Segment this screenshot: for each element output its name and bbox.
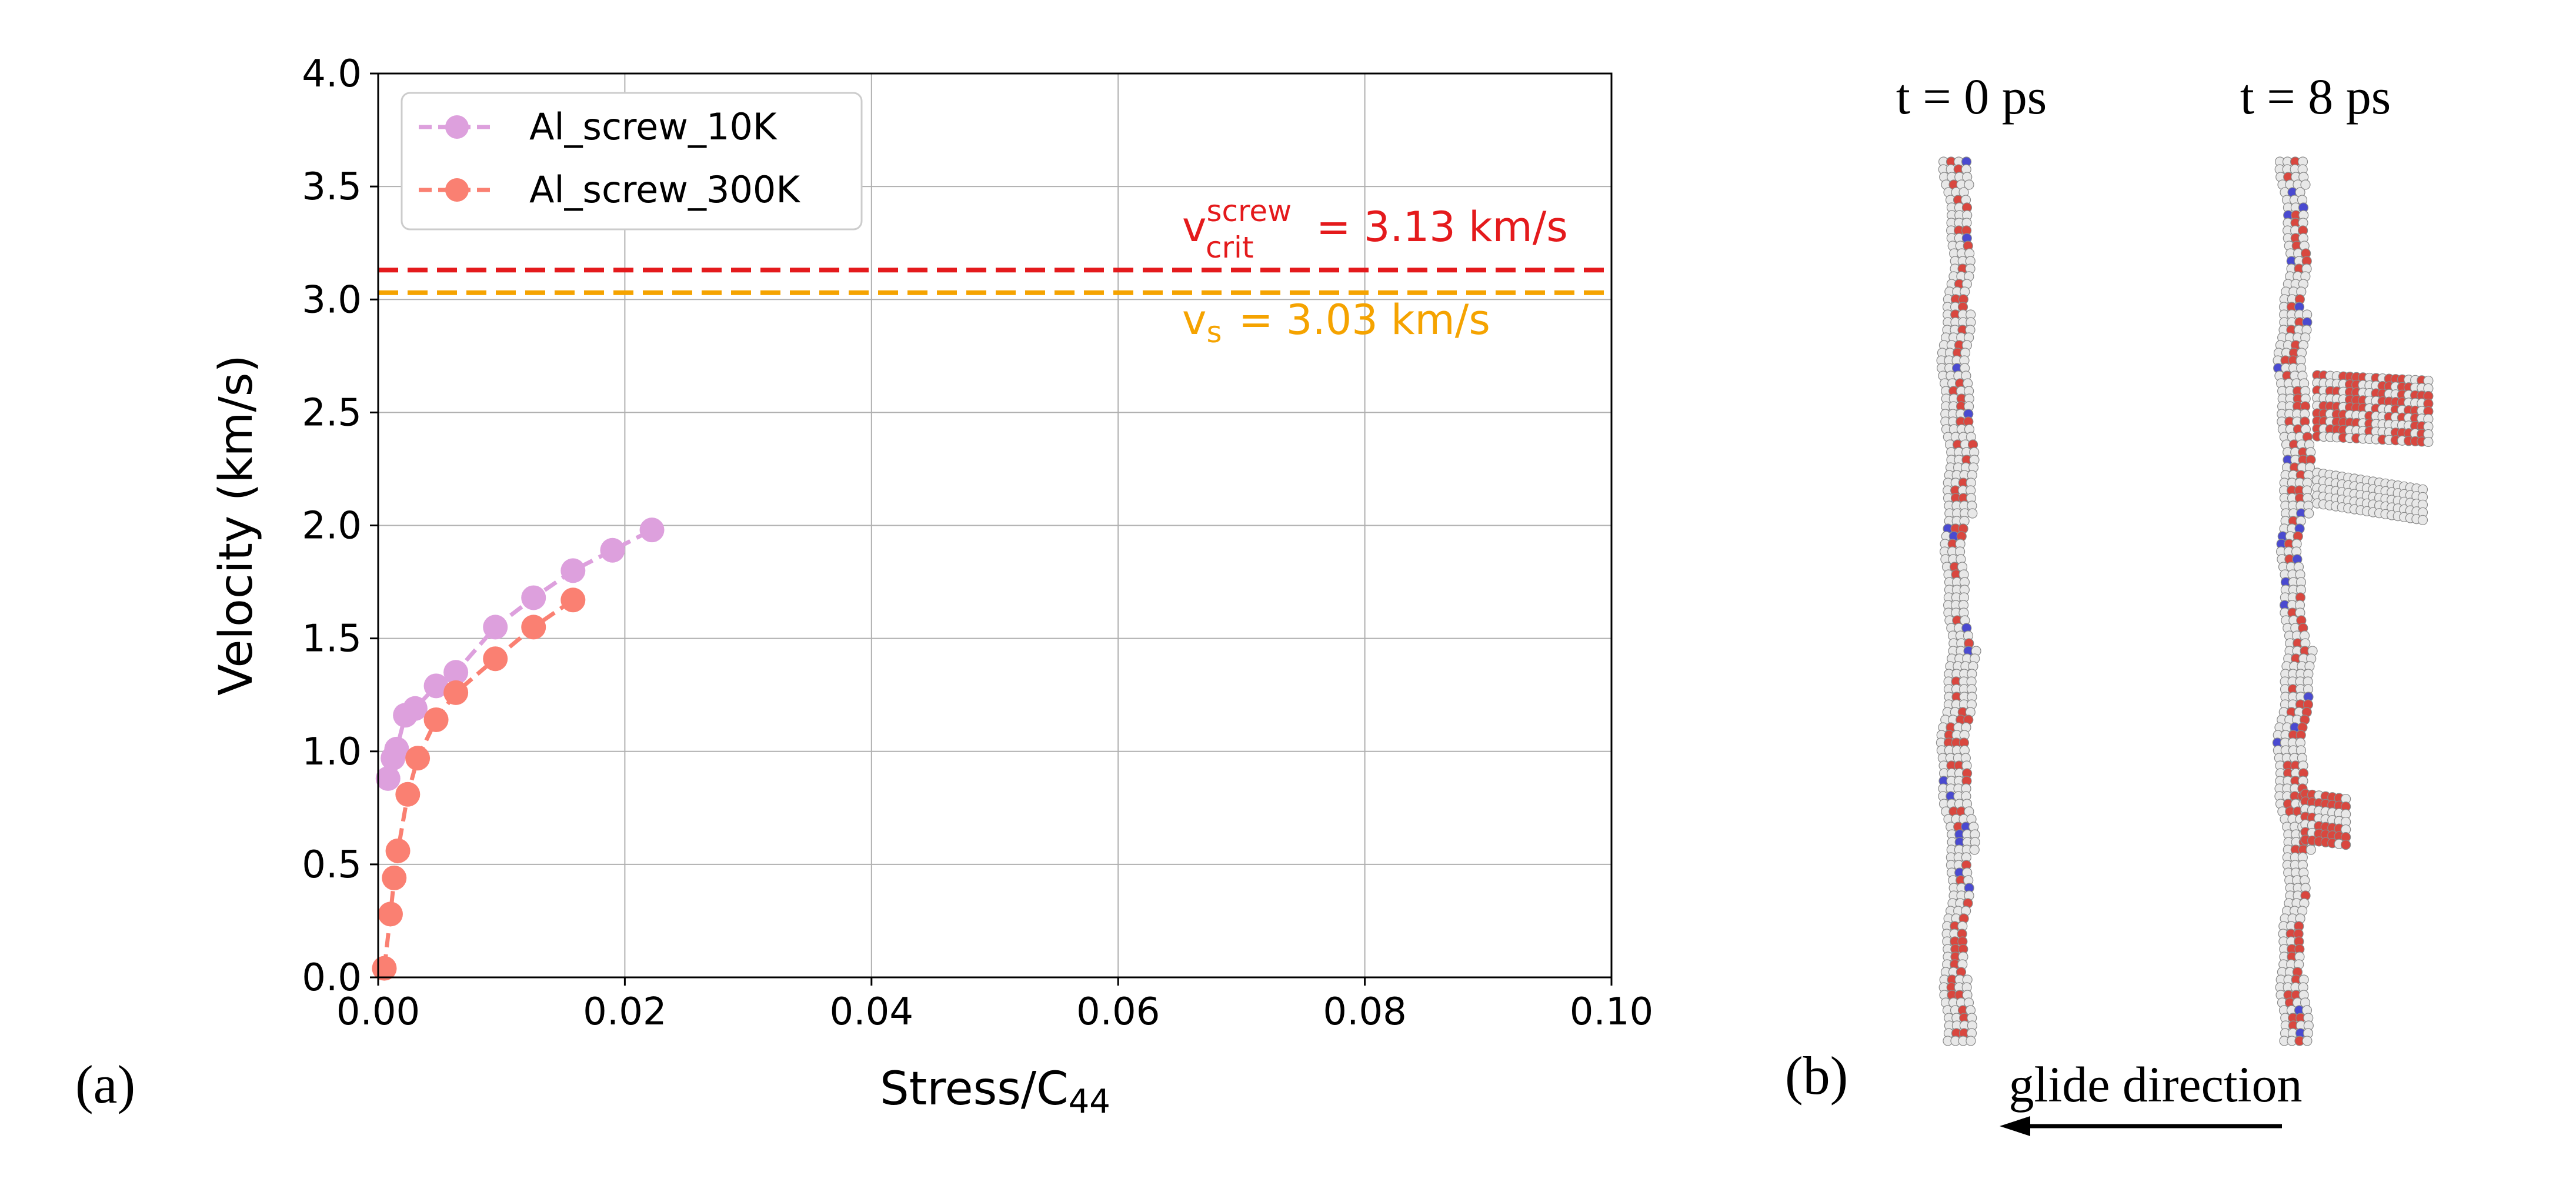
data-point [378, 901, 403, 927]
legend-swatch-marker [445, 178, 469, 202]
x-tick-label: 0.04 [830, 990, 914, 1034]
x-tick-label: 0.08 [1323, 990, 1407, 1034]
atom [2305, 844, 2316, 855]
y-tick-label: 1.0 [302, 730, 362, 774]
data-point [600, 537, 625, 563]
y-tick-label: 2.5 [302, 391, 362, 435]
data-point [423, 707, 449, 732]
data-point [521, 585, 546, 610]
legend-swatch-marker [445, 115, 469, 139]
atom [2340, 839, 2351, 850]
dislocation-snapshot-t0 [1936, 156, 1981, 1046]
glide-direction-label: glide direction [2008, 1056, 2302, 1113]
atom [1964, 179, 1974, 190]
data-point [521, 615, 546, 640]
y-tick-label: 2.0 [302, 505, 362, 548]
y-axis-label: Velocity (km/s) [210, 355, 263, 696]
data-series [372, 517, 665, 981]
shear-velocity-annotation: vs = 3.03 km/s [1182, 296, 1490, 349]
atom [1967, 508, 1978, 519]
atom [2304, 508, 2314, 519]
y-tick-label: 3.0 [302, 278, 362, 322]
atom [2423, 436, 2434, 448]
data-point [385, 838, 411, 863]
data-point [639, 517, 665, 543]
panel-label-b: (b) [1785, 1046, 1848, 1106]
y-tick-label: 4.0 [302, 52, 362, 96]
critical-velocity-subscript: crit [1206, 231, 1254, 265]
shear-velocity-subscript: s [1206, 315, 1222, 349]
y-tick-label: 1.5 [302, 617, 362, 661]
velocity-stress-chart: 0.00 0.02 0.04 0.06 0.08 0.10 0.0 0.5 1.0 1.5 2.0… [210, 52, 1653, 1121]
data-point [443, 660, 469, 685]
y-axis-ticks: 0.0 0.5 1.0 1.5 2.0 2.5 3.0 3.5 4.0 [302, 52, 378, 1000]
data-point [375, 766, 401, 791]
x-tick-label: 0.00 [336, 990, 421, 1034]
series-line [386, 528, 653, 779]
atom [2300, 179, 2311, 190]
legend-box [401, 92, 863, 231]
critical-velocity-annotation: vscrew crit = 3.13 km/s [1182, 194, 1568, 265]
y-tick-label: 3.5 [302, 165, 362, 209]
reference-lines [378, 268, 1611, 295]
legend: Al_screw_10K Al_screw_300K [401, 92, 863, 231]
snapshot-time-label: t = 0 ps [1896, 68, 2047, 125]
data-point [483, 646, 508, 672]
shear-velocity-value: = 3.03 km/s [1239, 296, 1490, 344]
series-Al_screw_300K [372, 587, 586, 981]
series-Al_screw_10K [375, 517, 665, 791]
legend-label: Al_screw_10K [529, 105, 778, 148]
data-point [382, 865, 407, 890]
x-axis-label-subscript: 44 [1069, 1083, 1110, 1121]
data-point [483, 615, 508, 640]
y-tick-label: 0.5 [302, 843, 362, 887]
atom [2417, 515, 2428, 525]
data-point [560, 558, 586, 583]
data-point [384, 736, 409, 762]
legend-label: Al_screw_300K [529, 168, 800, 211]
atom [1969, 844, 1980, 855]
dislocation-snapshot-t8 [2272, 156, 2434, 1046]
atom [1966, 1036, 1976, 1046]
critical-velocity-value: = 3.13 km/s [1316, 203, 1568, 251]
data-point [443, 680, 469, 705]
x-tick-label: 0.06 [1076, 990, 1160, 1034]
y-tick-label: 0.0 [302, 956, 362, 1000]
data-point [423, 673, 449, 699]
x-tick-label: 0.02 [583, 990, 667, 1034]
panel-label-a: (a) [75, 1054, 135, 1114]
snapshot-time-label: t = 8 ps [2240, 68, 2391, 125]
x-axis-label: Stress/C44 [880, 1063, 1110, 1121]
x-tick-label: 0.10 [1570, 990, 1654, 1034]
data-point [402, 696, 428, 721]
data-point [405, 746, 431, 771]
atom [2302, 1036, 2313, 1046]
glide-arrow-head [2000, 1116, 2030, 1136]
critical-velocity-superscript: screw [1206, 194, 1292, 228]
dislocation-snapshots: t = 0 ps t = 8 ps (b) glide direction [1785, 68, 2434, 1136]
data-point [395, 782, 421, 807]
data-point [560, 587, 586, 613]
x-axis-ticks: 0.00 0.02 0.04 0.06 0.08 0.10 [336, 977, 1654, 1034]
